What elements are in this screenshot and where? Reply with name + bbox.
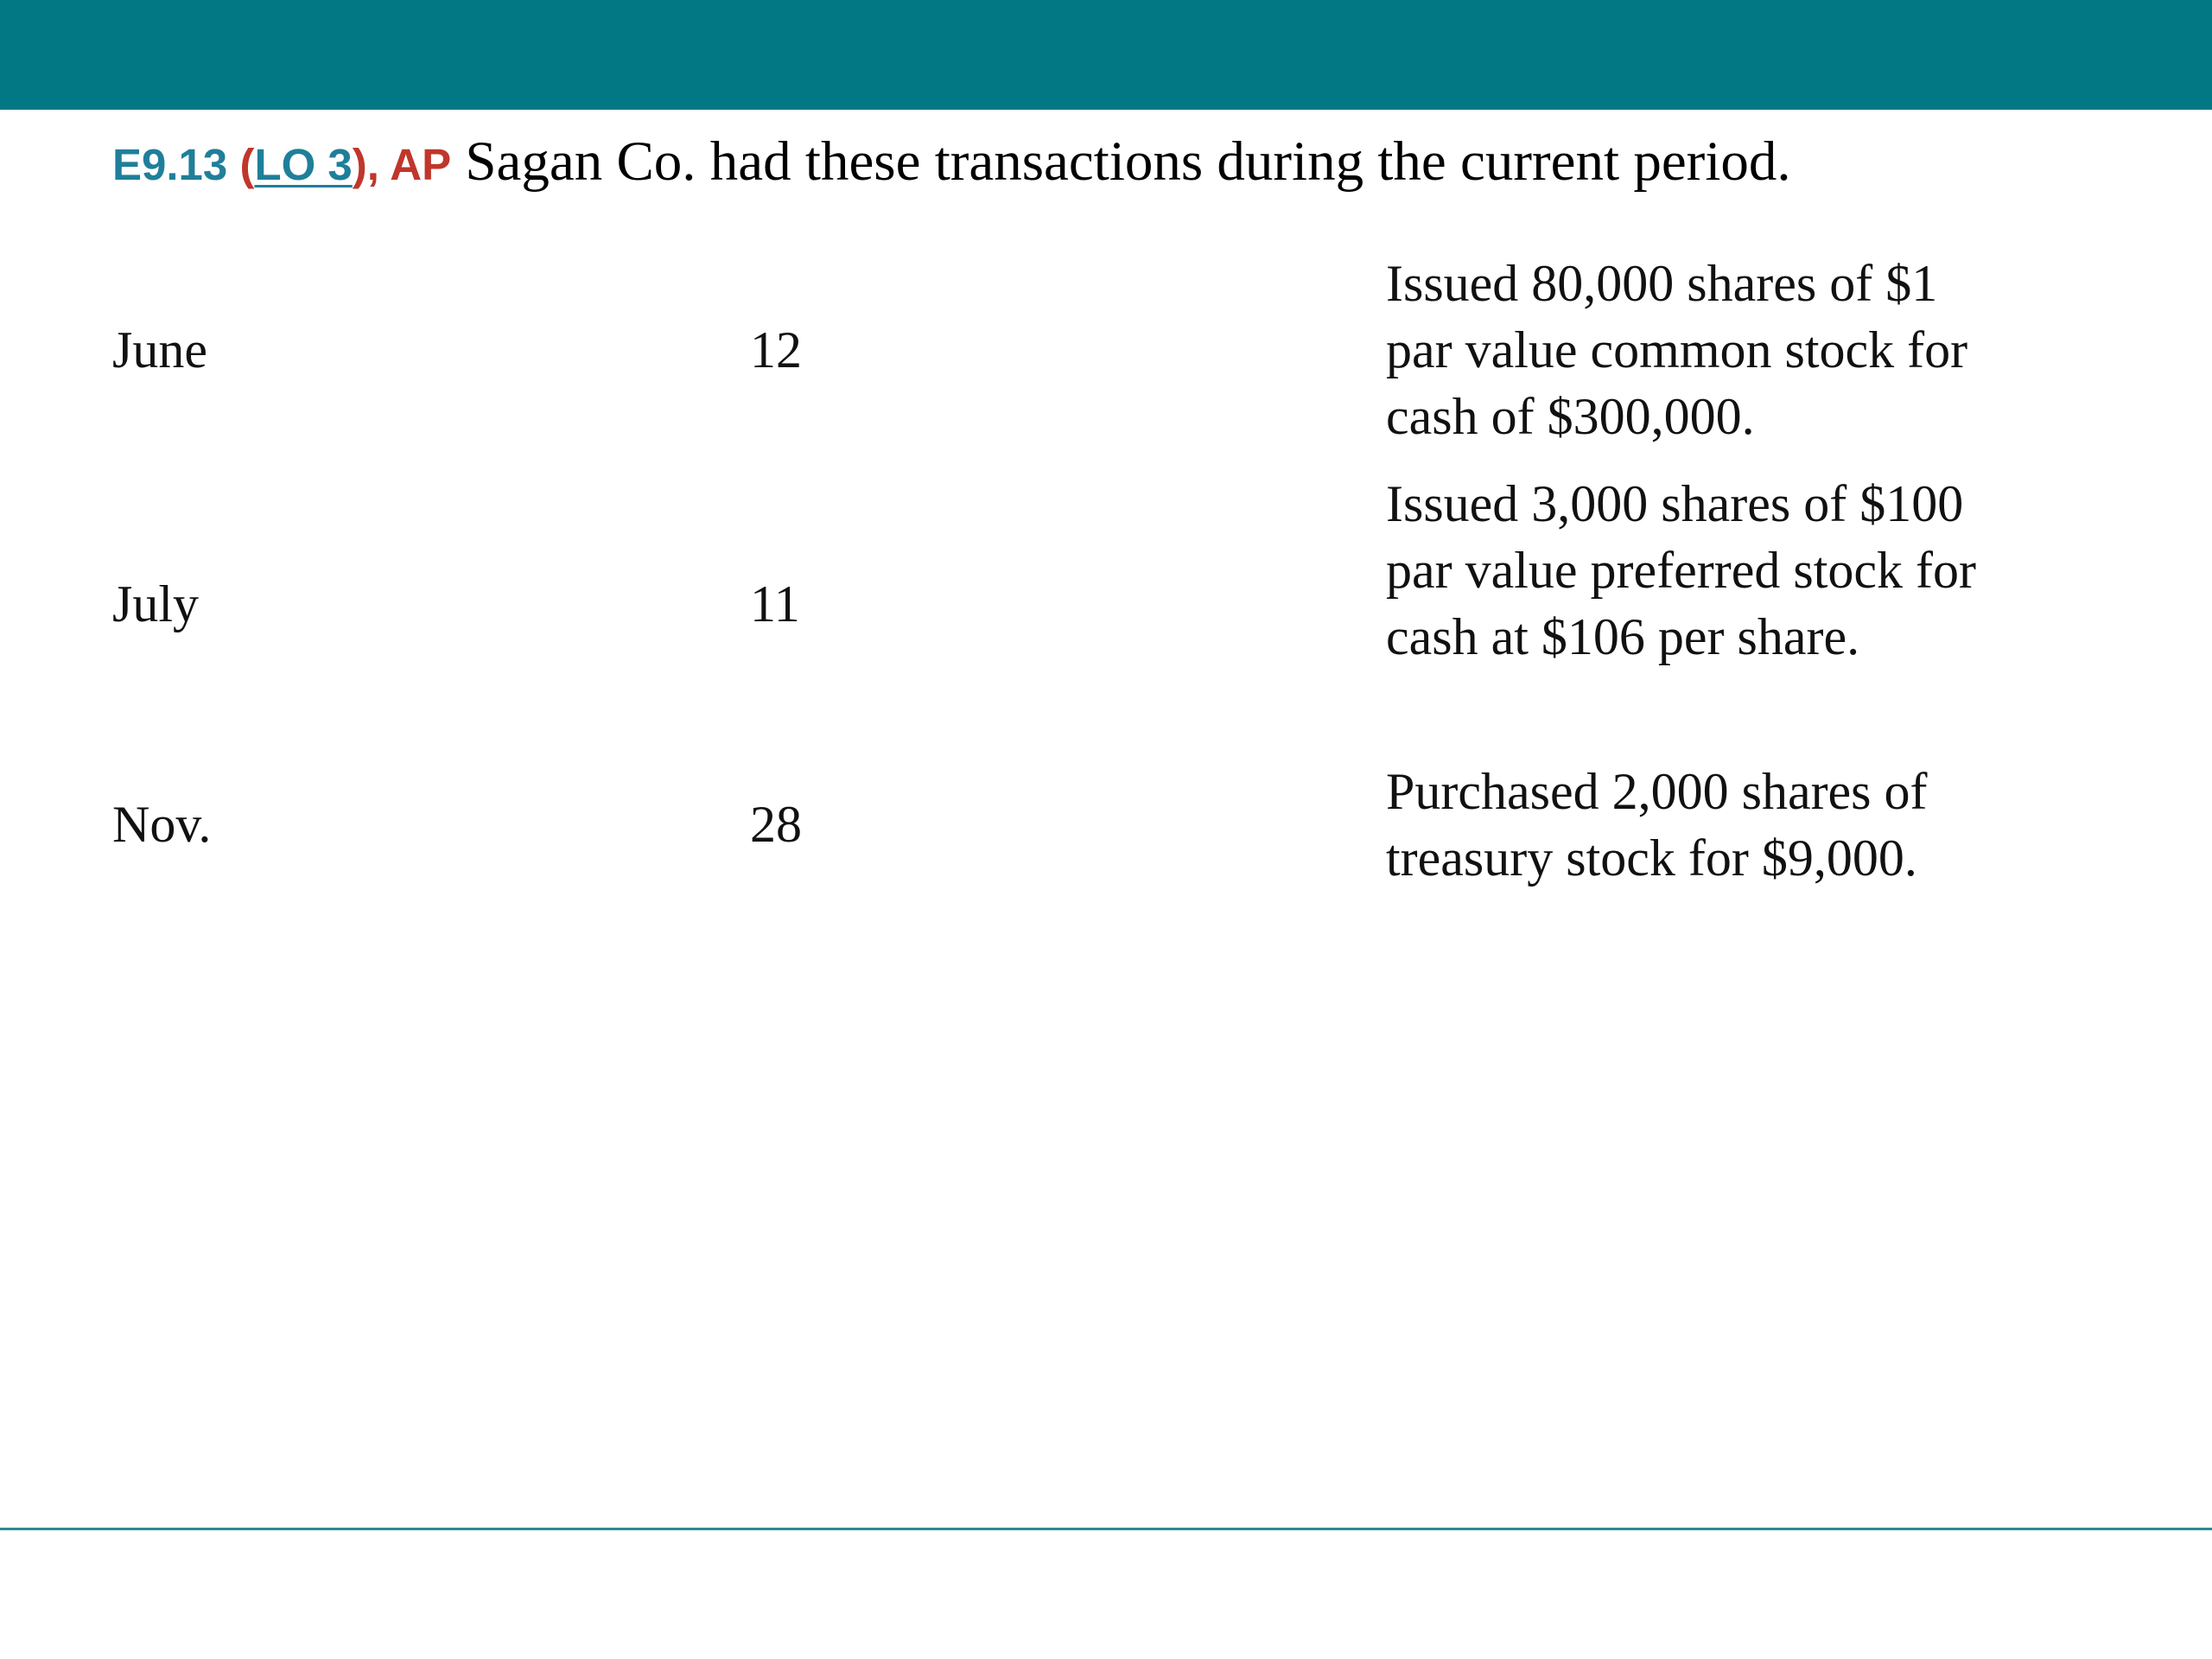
ap-tag: AP <box>390 140 452 189</box>
transaction-description: Issued 80,000 shares of $1 par value com… <box>1386 255 1968 445</box>
open-paren: ( <box>239 140 255 189</box>
exercise-code: E9.13 <box>112 140 228 189</box>
transaction-day: 28 <box>750 796 802 853</box>
transaction-day: 12 <box>750 321 802 378</box>
exercise-heading: E9.13 (LO 3), AP Sagan Co. had these tra… <box>112 134 1791 190</box>
transaction-month: July <box>112 575 200 632</box>
transaction-month: June <box>112 321 207 378</box>
transaction-description: Purchased 2,000 shares of treasury stock… <box>1386 763 1928 887</box>
header-bar <box>0 0 2212 110</box>
close-paren-comma: ), <box>352 140 379 189</box>
exercise-prompt: Sagan Co. had these transactions during … <box>465 130 1791 193</box>
footer-divider <box>0 1528 2212 1530</box>
transaction-month: Nov. <box>112 796 212 853</box>
learning-objective-link[interactable]: LO 3 <box>254 140 353 189</box>
transaction-day: 11 <box>750 575 800 632</box>
transaction-description: Issued 3,000 shares of $100 par value pr… <box>1386 475 1976 665</box>
